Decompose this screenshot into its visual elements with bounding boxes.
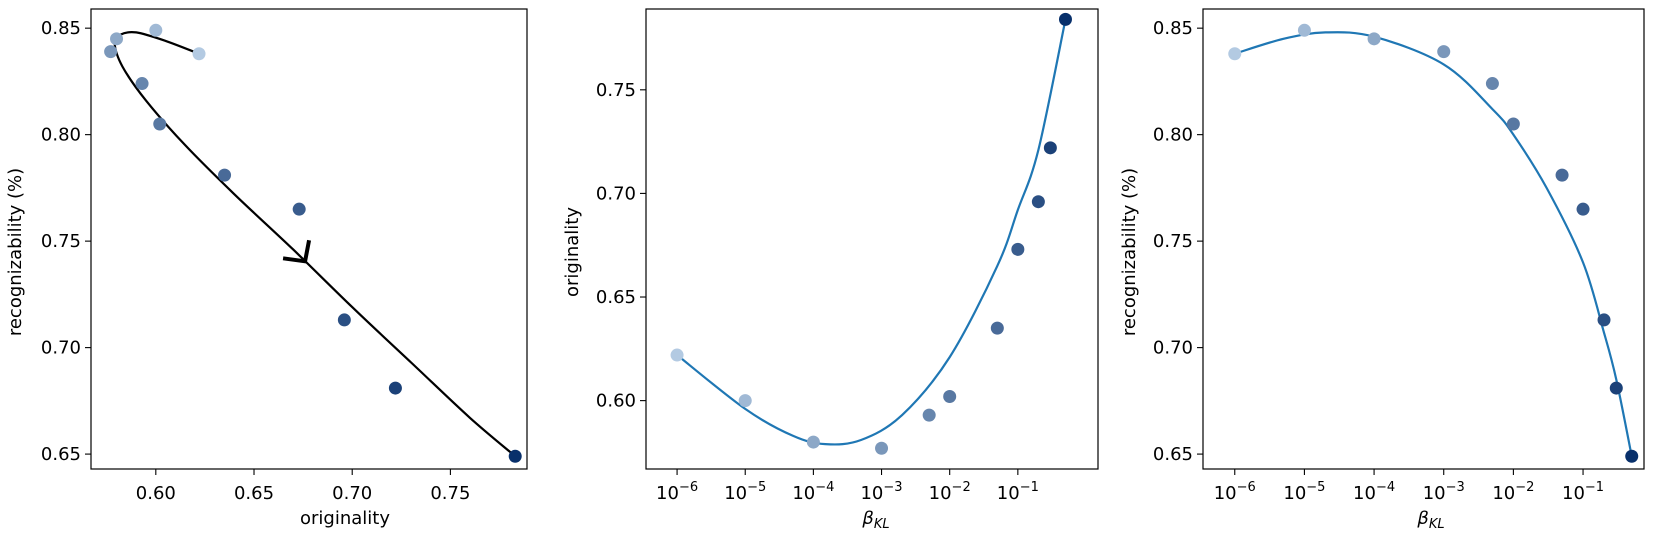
- data-point: [875, 441, 889, 455]
- x-axis-label: βKL: [861, 508, 889, 532]
- x-axis-label: βKL: [1416, 508, 1444, 532]
- data-point: [1576, 202, 1590, 216]
- data-point: [337, 313, 351, 327]
- y-tick-label: 0.75: [596, 80, 636, 101]
- y-tick-label: 0.60: [596, 391, 636, 412]
- x-tick-exponent: −2: [1515, 480, 1534, 495]
- y-tick-label: 0.85: [41, 18, 81, 39]
- x-tick-label: 10−2: [929, 480, 971, 504]
- y-axis-label: originality: [562, 207, 583, 297]
- x-tick-exponent: −5: [747, 480, 766, 495]
- x-tick-label: 0.60: [136, 483, 176, 504]
- data-point: [1228, 47, 1242, 61]
- data-point: [292, 202, 306, 216]
- data-point: [738, 394, 752, 408]
- axes-frame: [90, 8, 528, 470]
- x-tick-label: 10−5: [724, 480, 766, 504]
- x-tick-label: 10−2: [1492, 480, 1534, 504]
- y-tick-label: 0.85: [1153, 18, 1193, 39]
- panel-beta-vs-originality: 10−6 10−5 10−4 10−3 10−2 10−1 0.60 0.65 0.70 0.75…: [562, 8, 1099, 532]
- data-point: [1485, 77, 1499, 91]
- data-point: [218, 168, 232, 182]
- data-point: [104, 45, 118, 59]
- y-tick-label: 0.65: [41, 444, 81, 465]
- panel-beta-vs-recognizability: 10−6 10−5 10−4 10−3 10−2 10−1 0.65 0.70 0.75 0.80…: [1119, 8, 1645, 532]
- data-point: [192, 47, 206, 61]
- x-tick-exponent: −3: [883, 480, 902, 495]
- y-tick-label: 0.70: [1153, 338, 1193, 359]
- data-point: [153, 117, 167, 131]
- x-tick-label: 0.65: [234, 483, 274, 504]
- x-tick-label: 0.70: [332, 483, 372, 504]
- x-tick-label: 10−1: [997, 480, 1039, 504]
- x-tick-label: 10−6: [656, 480, 698, 504]
- fit-curve: [1234, 31, 1633, 457]
- data-point: [508, 449, 522, 463]
- x-tick-exponent: −6: [1237, 480, 1256, 495]
- data-point: [135, 77, 149, 91]
- x-tick-label: 10−5: [1283, 480, 1325, 504]
- y-tick-label: 0.70: [596, 183, 636, 204]
- x-tick-label: 10−1: [1562, 480, 1604, 504]
- x-tick-exponent: −1: [1585, 480, 1604, 495]
- data-point: [990, 321, 1004, 335]
- data-point: [1597, 313, 1611, 327]
- x-tick-exponent: −6: [679, 480, 698, 495]
- data-point: [1555, 168, 1569, 182]
- y-tick-label: 0.65: [1153, 444, 1193, 465]
- x-tick-label: 10−3: [860, 480, 902, 504]
- data-point: [388, 381, 402, 395]
- y-tick-label: 0.80: [41, 125, 81, 146]
- data-point: [943, 389, 957, 403]
- data-point: [1031, 195, 1045, 209]
- data-point: [806, 435, 820, 449]
- y-tick-label: 0.75: [41, 231, 81, 252]
- x-axis-label: originality: [300, 508, 390, 529]
- data-point: [1058, 12, 1072, 26]
- y-tick-label: 0.80: [1153, 125, 1193, 146]
- panel-originality-vs-recognizability: 0.60 0.65 0.70 0.75 0.65 0.70 0.75 0.80 0.85 orig…: [5, 8, 528, 529]
- x-tick-label: 10−3: [1423, 480, 1465, 504]
- x-tick-label: 0.75: [430, 483, 470, 504]
- y-tick-label: 0.65: [596, 287, 636, 308]
- axes-frame: [1202, 8, 1645, 470]
- fit-curve: [676, 19, 1067, 446]
- data-point: [1506, 117, 1520, 131]
- data-point: [110, 32, 124, 46]
- data-point: [1297, 23, 1311, 37]
- x-tick-label: 10−6: [1214, 480, 1256, 504]
- data-point: [1043, 141, 1057, 155]
- y-axis-label: recognizability (%): [1119, 168, 1140, 336]
- data-point: [1011, 242, 1025, 256]
- data-point: [670, 348, 684, 362]
- x-tick-exponent: −4: [815, 480, 834, 495]
- data-point: [149, 23, 163, 37]
- direction-arrow: [282, 239, 312, 264]
- x-tick-exponent: −2: [952, 480, 971, 495]
- data-point: [1437, 45, 1451, 59]
- y-axis-label: recognizability (%): [5, 168, 26, 336]
- data-point: [1367, 32, 1381, 46]
- x-tick-exponent: −4: [1376, 480, 1395, 495]
- data-point: [922, 408, 936, 422]
- x-tick-label: 10−4: [792, 480, 834, 504]
- data-point: [1609, 381, 1623, 395]
- axes-frame: [645, 8, 1099, 470]
- y-tick-label: 0.75: [1153, 231, 1193, 252]
- x-tick-exponent: −1: [1020, 480, 1039, 495]
- y-tick-label: 0.70: [41, 338, 81, 359]
- x-tick-exponent: −3: [1446, 480, 1465, 495]
- fit-curve: [113, 30, 516, 458]
- x-tick-label: 10−4: [1353, 480, 1395, 504]
- data-point: [1625, 449, 1639, 463]
- x-tick-exponent: −5: [1306, 480, 1325, 495]
